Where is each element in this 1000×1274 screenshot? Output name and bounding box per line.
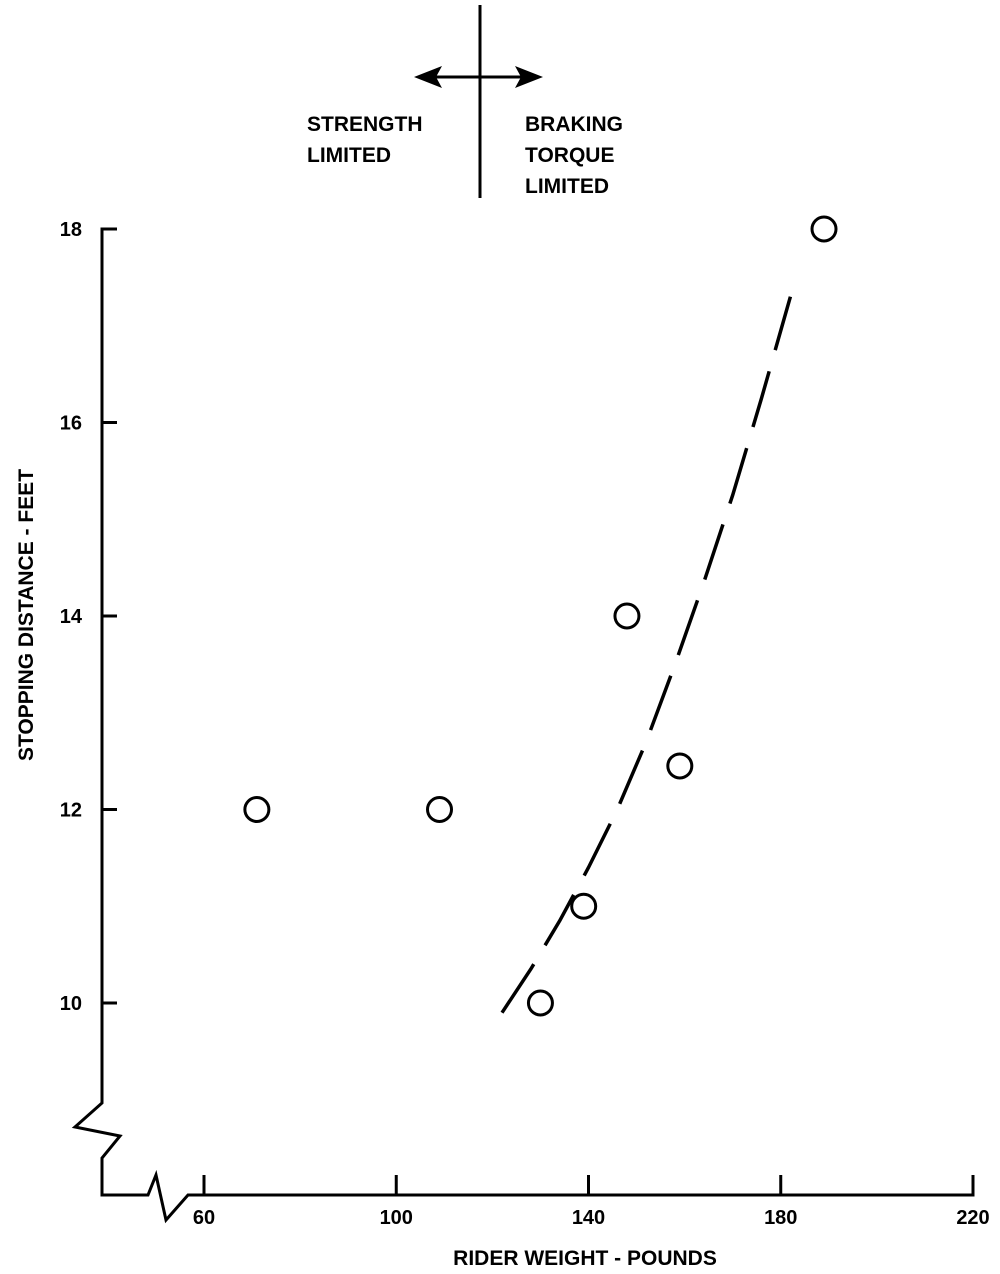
y-tick-label: 18: [60, 219, 82, 241]
data-point: [243, 796, 271, 823]
data-point: [570, 892, 598, 920]
annotation-left-line-1: STRENGTH: [307, 113, 423, 136]
y-axis-title: STOPPING DISTANCE - FEET: [15, 469, 38, 761]
arrow-left-icon: [414, 66, 442, 88]
annotation-right-line-2: TORQUE: [525, 144, 614, 167]
ticks: 10 12 14 16 18 60 100 140 180 220: [60, 219, 990, 1229]
annotation-right-line-1: BRAKING: [525, 113, 623, 136]
regime-annotation: STRENGTH LIMITED BRAKING TORQUE LIMITED: [307, 5, 623, 198]
y-tick-label: 14: [60, 606, 83, 628]
fitted-curve: [500, 296, 793, 1014]
data-point: [426, 796, 454, 823]
fitted-curve-line: [500, 296, 793, 1014]
x-tick-label: 60: [193, 1207, 215, 1229]
x-tick-label: 180: [764, 1207, 797, 1229]
data-point: [613, 602, 641, 630]
arrow-right-icon: [515, 66, 543, 88]
y-tick-label: 16: [60, 413, 82, 435]
data-point: [810, 215, 838, 243]
annotation-right-line-3: LIMITED: [525, 175, 609, 198]
y-tick-label: 12: [60, 800, 82, 822]
annotation-left-line-2: LIMITED: [307, 144, 391, 167]
x-tick-label: 220: [956, 1207, 989, 1229]
x-tick-label: 100: [380, 1207, 413, 1229]
x-axis-title: RIDER WEIGHT - POUNDS: [453, 1247, 717, 1270]
x-tick-label: 140: [572, 1207, 605, 1229]
axes: [71, 227, 975, 1224]
data-point: [526, 989, 554, 1017]
data-point: [666, 752, 694, 780]
y-tick-label: 10: [60, 993, 82, 1015]
data-points: [243, 215, 838, 1017]
axis-lines: [71, 227, 975, 1224]
